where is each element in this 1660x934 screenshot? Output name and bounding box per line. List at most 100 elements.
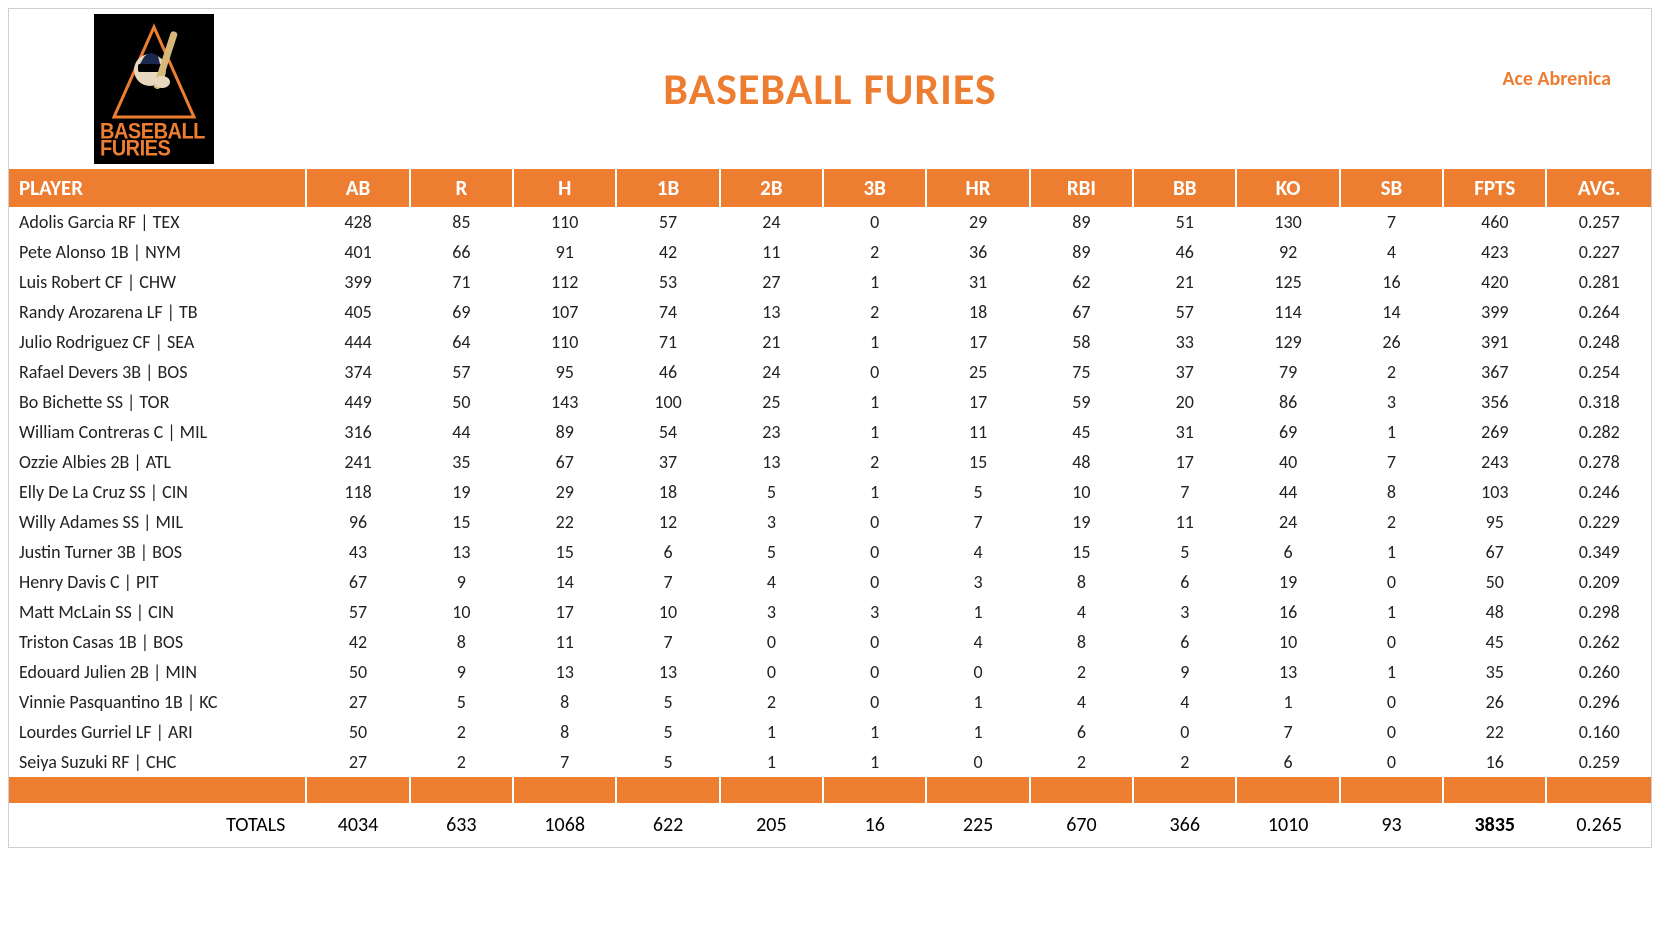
col-h: H	[514, 169, 617, 207]
stat-cell: 143	[514, 387, 617, 417]
stat-cell: 0.278	[1547, 447, 1651, 477]
stat-cell: 8	[1031, 567, 1134, 597]
stat-cell: 3	[824, 597, 927, 627]
spacer-cell	[307, 777, 410, 803]
stat-cell: 2	[824, 237, 927, 267]
stat-cell: 0	[1341, 567, 1444, 597]
stat-cell: 2	[411, 747, 514, 777]
stat-cell: 13	[721, 297, 824, 327]
col-hr: HR	[927, 169, 1030, 207]
stat-cell: 2	[1341, 357, 1444, 387]
player-cell: Adolis Garcia RF | TEX	[9, 207, 307, 237]
spacer-cell	[824, 777, 927, 803]
col-player: PLAYER	[9, 169, 307, 207]
stat-cell: 66	[411, 237, 514, 267]
stat-cell: 89	[1031, 207, 1134, 237]
stat-cell: 59	[1031, 387, 1134, 417]
stat-cell: 23	[721, 417, 824, 447]
table-row: Justin Turner 3B | BOS431315650415561670…	[9, 537, 1651, 567]
spacer-cell	[9, 777, 307, 803]
stat-cell: 0.246	[1547, 477, 1651, 507]
spacer-cell	[721, 777, 824, 803]
stat-cell: 58	[1031, 327, 1134, 357]
stat-cell: 13	[721, 447, 824, 477]
header-area: BASEBALL FURIES BASEBALL FURIES Ace Abre…	[9, 9, 1651, 169]
stat-cell: 50	[307, 657, 410, 687]
stat-cell: 1	[1341, 597, 1444, 627]
stat-cell: 12	[617, 507, 720, 537]
stat-cell: 0.259	[1547, 747, 1651, 777]
player-cell: Vinnie Pasquantino 1B | KC	[9, 687, 307, 717]
stat-cell: 114	[1237, 297, 1340, 327]
stat-cell: 316	[307, 417, 410, 447]
stat-cell: 0	[824, 657, 927, 687]
stat-cell: 86	[1237, 387, 1340, 417]
stat-cell: 40	[1237, 447, 1340, 477]
stat-cell: 1	[824, 267, 927, 297]
table-row: Ozzie Albies 2B | ATL2413567371321548174…	[9, 447, 1651, 477]
stat-cell: 24	[1237, 507, 1340, 537]
stat-cell: 0.229	[1547, 507, 1651, 537]
stat-cell: 1	[1237, 687, 1340, 717]
stat-cell: 269	[1444, 417, 1547, 447]
stat-cell: 37	[1134, 357, 1237, 387]
spacer-cell	[411, 777, 514, 803]
spacer-row	[9, 777, 1651, 803]
stat-cell: 36	[927, 237, 1030, 267]
stat-cell: 2	[1134, 747, 1237, 777]
stat-cell: 29	[927, 207, 1030, 237]
player-cell: Matt McLain SS | CIN	[9, 597, 307, 627]
stat-cell: 5	[617, 687, 720, 717]
stat-cell: 14	[1341, 297, 1444, 327]
stat-cell: 67	[307, 567, 410, 597]
col-bb: BB	[1134, 169, 1237, 207]
stat-cell: 71	[411, 267, 514, 297]
table-row: Triston Casas 1B | BOS42811700486100450.…	[9, 627, 1651, 657]
stat-cell: 27	[307, 747, 410, 777]
stat-cell: 4	[1031, 597, 1134, 627]
stat-cell: 5	[721, 537, 824, 567]
table-row: Vinnie Pasquantino 1B | KC27585201441026…	[9, 687, 1651, 717]
stat-cell: 46	[1134, 237, 1237, 267]
stat-cell: 16	[1341, 267, 1444, 297]
player-cell: Justin Turner 3B | BOS	[9, 537, 307, 567]
stat-cell: 26	[1341, 327, 1444, 357]
stat-cell: 15	[927, 447, 1030, 477]
report-container: BASEBALL FURIES BASEBALL FURIES Ace Abre…	[8, 8, 1652, 848]
player-cell: Seiya Suzuki RF | CHC	[9, 747, 307, 777]
stat-cell: 103	[1444, 477, 1547, 507]
col-r: R	[411, 169, 514, 207]
stat-cell: 62	[1031, 267, 1134, 297]
stat-cell: 37	[617, 447, 720, 477]
stat-cell: 19	[1237, 567, 1340, 597]
totals-cell: 1010	[1237, 803, 1340, 847]
stat-cell: 31	[927, 267, 1030, 297]
totals-cell: 622	[617, 803, 720, 847]
stat-cell: 50	[411, 387, 514, 417]
stat-cell: 67	[1031, 297, 1134, 327]
stat-cell: 2	[1341, 507, 1444, 537]
col-sb: SB	[1341, 169, 1444, 207]
totals-cell: 225	[927, 803, 1030, 847]
stat-cell: 2	[1031, 747, 1134, 777]
stat-cell: 11	[927, 417, 1030, 447]
table-body: Adolis Garcia RF | TEX428851105724029895…	[9, 207, 1651, 847]
stat-cell: 2	[411, 717, 514, 747]
stat-cell: 13	[514, 657, 617, 687]
stat-cell: 79	[1237, 357, 1340, 387]
table-row: Edouard Julien 2B | MIN50913130002913135…	[9, 657, 1651, 687]
stat-cell: 0	[824, 627, 927, 657]
stat-cell: 29	[514, 477, 617, 507]
stat-cell: 0.318	[1547, 387, 1651, 417]
stat-cell: 57	[617, 207, 720, 237]
table-header: PLAYERABRH1B2B3BHRRBIBBKOSBFPTSAVG.	[9, 169, 1651, 207]
stat-cell: 0	[1341, 687, 1444, 717]
table-row: Elly De La Cruz SS | CIN1181929185151074…	[9, 477, 1651, 507]
stat-cell: 75	[1031, 357, 1134, 387]
stat-cell: 1	[1341, 417, 1444, 447]
table-row: Seiya Suzuki RF | CHC272751102260160.259	[9, 747, 1651, 777]
spacer-cell	[1547, 777, 1651, 803]
stat-cell: 0	[824, 357, 927, 387]
stat-cell: 7	[1134, 477, 1237, 507]
stat-cell: 35	[1444, 657, 1547, 687]
